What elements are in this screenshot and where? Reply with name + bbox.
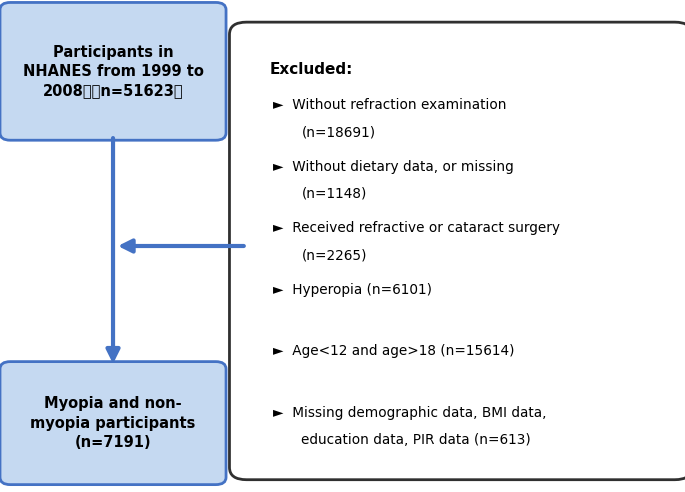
Text: ►  Without dietary data, or missing: ► Without dietary data, or missing bbox=[273, 160, 513, 174]
FancyBboxPatch shape bbox=[0, 362, 226, 485]
Text: Excluded:: Excluded: bbox=[269, 62, 353, 76]
Text: ►  Age<12 and age>18 (n=15614): ► Age<12 and age>18 (n=15614) bbox=[273, 344, 514, 358]
Text: education data, PIR data (n=613): education data, PIR data (n=613) bbox=[301, 433, 531, 447]
Text: Participants in
NHANES from 1999 to
2008　（n=51623）: Participants in NHANES from 1999 to 2008… bbox=[23, 45, 203, 98]
Text: (n=2265): (n=2265) bbox=[301, 248, 367, 262]
FancyBboxPatch shape bbox=[229, 22, 685, 480]
Text: ►  Hyperopia (n=6101): ► Hyperopia (n=6101) bbox=[273, 283, 432, 297]
Text: ►  Missing demographic data, BMI data,: ► Missing demographic data, BMI data, bbox=[273, 406, 546, 420]
Text: (n=1148): (n=1148) bbox=[301, 187, 366, 201]
Text: Myopia and non-
myopia participants
(n=7191): Myopia and non- myopia participants (n=7… bbox=[30, 397, 196, 450]
Text: ►  Without refraction examination: ► Without refraction examination bbox=[273, 98, 506, 112]
FancyBboxPatch shape bbox=[0, 2, 226, 140]
Text: (n=18691): (n=18691) bbox=[301, 125, 375, 139]
Text: ►  Received refractive or cataract surgery: ► Received refractive or cataract surger… bbox=[273, 221, 560, 235]
